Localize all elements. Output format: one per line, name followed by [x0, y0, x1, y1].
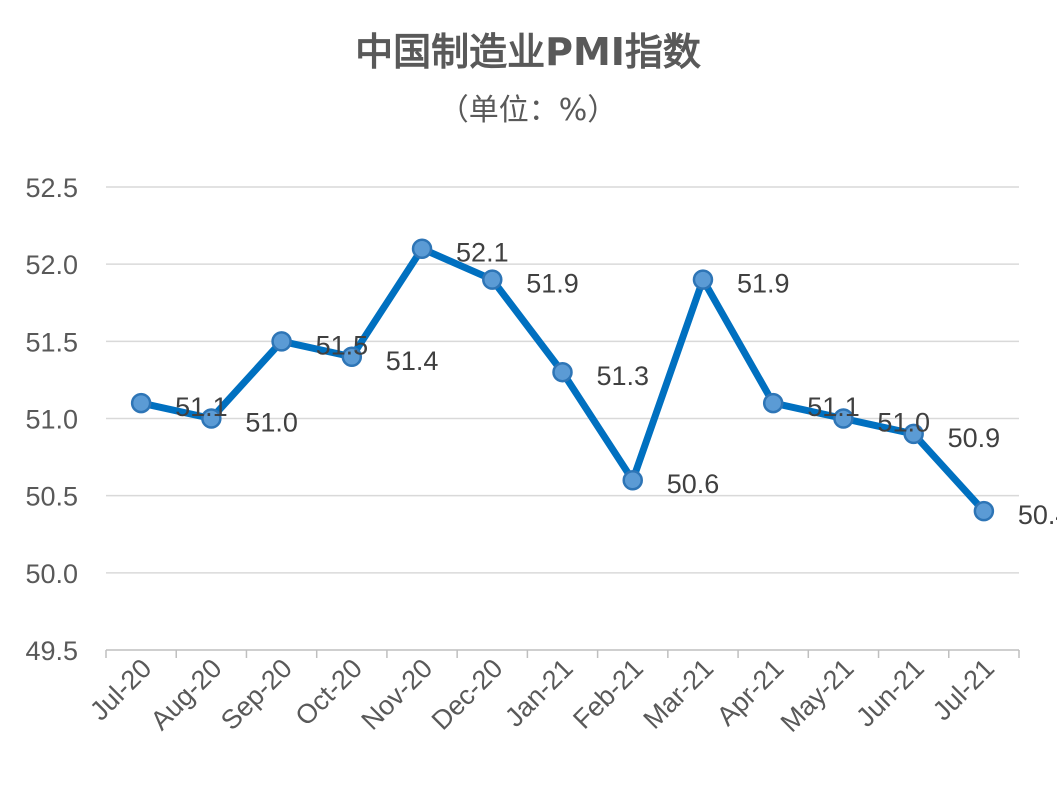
gridlines — [106, 186, 1019, 651]
data-point-marker — [692, 269, 714, 290]
y-tick-label: 51.0 — [25, 405, 78, 435]
x-tick-label: Sep-20 — [215, 653, 298, 736]
data-point-marker — [130, 392, 152, 414]
y-tick-label: 50.0 — [25, 559, 78, 589]
data-label: 51.9 — [526, 269, 579, 299]
data-point-marker — [552, 361, 573, 383]
data-point-marker — [341, 346, 363, 368]
x-tick-label: Aug-20 — [145, 653, 228, 736]
x-tick-label: Feb-21 — [567, 653, 649, 735]
data-point-marker — [973, 500, 995, 522]
data-label: 51.5 — [316, 330, 369, 360]
markers — [130, 238, 995, 522]
data-point-marker — [622, 469, 643, 491]
data-label: 50.6 — [667, 469, 720, 499]
data-label: 51.9 — [737, 269, 790, 299]
data-label: 51.1 — [807, 392, 860, 422]
chart-title: 中国制造业PMI指数 — [355, 30, 701, 74]
data-label: 51.0 — [245, 408, 298, 438]
x-axis: Jul-20Aug-20Sep-20Oct-20Nov-20Dec-20Jan-… — [84, 650, 1020, 738]
x-tick-label: Dec-20 — [426, 653, 509, 736]
x-tick-label: Jun-21 — [850, 653, 930, 733]
data-point-marker — [482, 269, 503, 290]
x-tick-label: May-21 — [775, 653, 860, 738]
x-tick-label: Oct-20 — [290, 653, 369, 732]
y-tick-label: 51.5 — [25, 327, 78, 357]
chart-subtitle: （单位：%） — [439, 93, 618, 128]
data-label: 50.9 — [948, 423, 1001, 453]
data-label: 51.1 — [175, 392, 228, 422]
data-label: 51.0 — [877, 408, 930, 438]
data-point-marker — [411, 238, 433, 259]
x-tick-label: Jul-21 — [927, 653, 1000, 726]
data-point-marker — [903, 423, 924, 445]
data-labels: 51.1 51.0 51.5 51.4 52.1 51.9 51.3 50.6 51.9 51.1… — [175, 238, 1057, 530]
data-point-marker — [201, 408, 222, 429]
data-point-marker — [762, 392, 784, 414]
data-label: 51.3 — [597, 361, 650, 391]
y-tick-label: 52.5 — [25, 173, 78, 203]
data-point-marker — [271, 331, 292, 352]
data-label: 51.4 — [386, 346, 439, 376]
data-label: 52.1 — [456, 238, 509, 268]
y-axis-ticks: 49.5 50.0 50.5 51.0 51.5 52.0 52.5 — [25, 173, 78, 666]
data-point-marker — [833, 408, 854, 429]
x-tick-label: Jan-21 — [499, 653, 579, 733]
y-tick-label: 52.0 — [25, 250, 78, 280]
x-tick-label: Mar-21 — [638, 653, 720, 735]
data-label: 50.4 — [1018, 500, 1057, 530]
x-tick-label: Nov-20 — [356, 653, 439, 736]
y-tick-label: 50.5 — [25, 482, 78, 512]
y-tick-label: 49.5 — [25, 636, 78, 666]
